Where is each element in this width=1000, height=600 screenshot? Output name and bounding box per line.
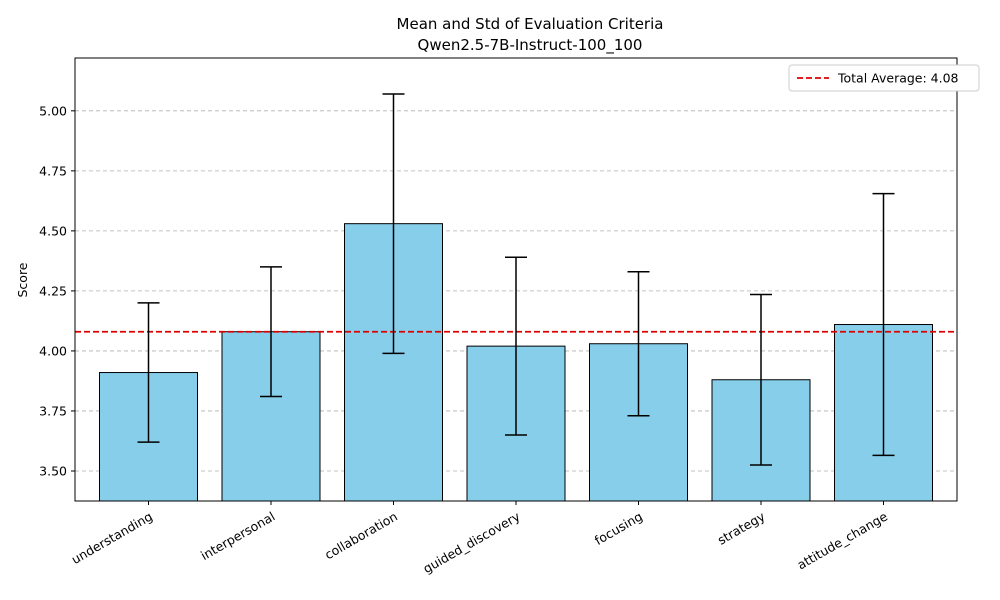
x-tick-label: understanding xyxy=(69,509,155,567)
chart-title: Mean and Std of Evaluation Criteria xyxy=(397,15,664,33)
y-tick-label: 3.75 xyxy=(39,403,67,418)
x-tick-label: guided_discovery xyxy=(420,508,523,576)
y-tick-label: 3.50 xyxy=(39,463,67,478)
legend: Total Average: 4.08 xyxy=(788,64,980,92)
x-tick-label: strategy xyxy=(715,508,768,547)
x-ticks: understanding interpersonal collaboration g… xyxy=(69,501,890,576)
legend-label: Total Average: 4.08 xyxy=(837,71,959,86)
y-tick-label: 4.00 xyxy=(39,343,67,358)
y-tick-label: 4.25 xyxy=(39,283,67,298)
y-tick-label: 4.75 xyxy=(39,163,67,178)
y-ticks: 3.50 3.75 4.00 4.25 4.50 4.75 5.00 xyxy=(39,103,75,478)
x-tick-label: attitude_change xyxy=(794,508,890,572)
y-tick-label: 5.00 xyxy=(39,103,67,118)
legend-box xyxy=(788,64,980,92)
y-axis-label: Score xyxy=(15,262,30,297)
x-tick-label: focusing xyxy=(592,509,645,548)
y-tick-label: 4.50 xyxy=(39,223,67,238)
chart-subtitle: Qwen2.5-7B-Instruct-100_100 xyxy=(418,36,643,55)
error-bars xyxy=(137,93,895,466)
x-tick-label: collaboration xyxy=(322,509,400,563)
x-tick-label: interpersonal xyxy=(198,509,277,564)
